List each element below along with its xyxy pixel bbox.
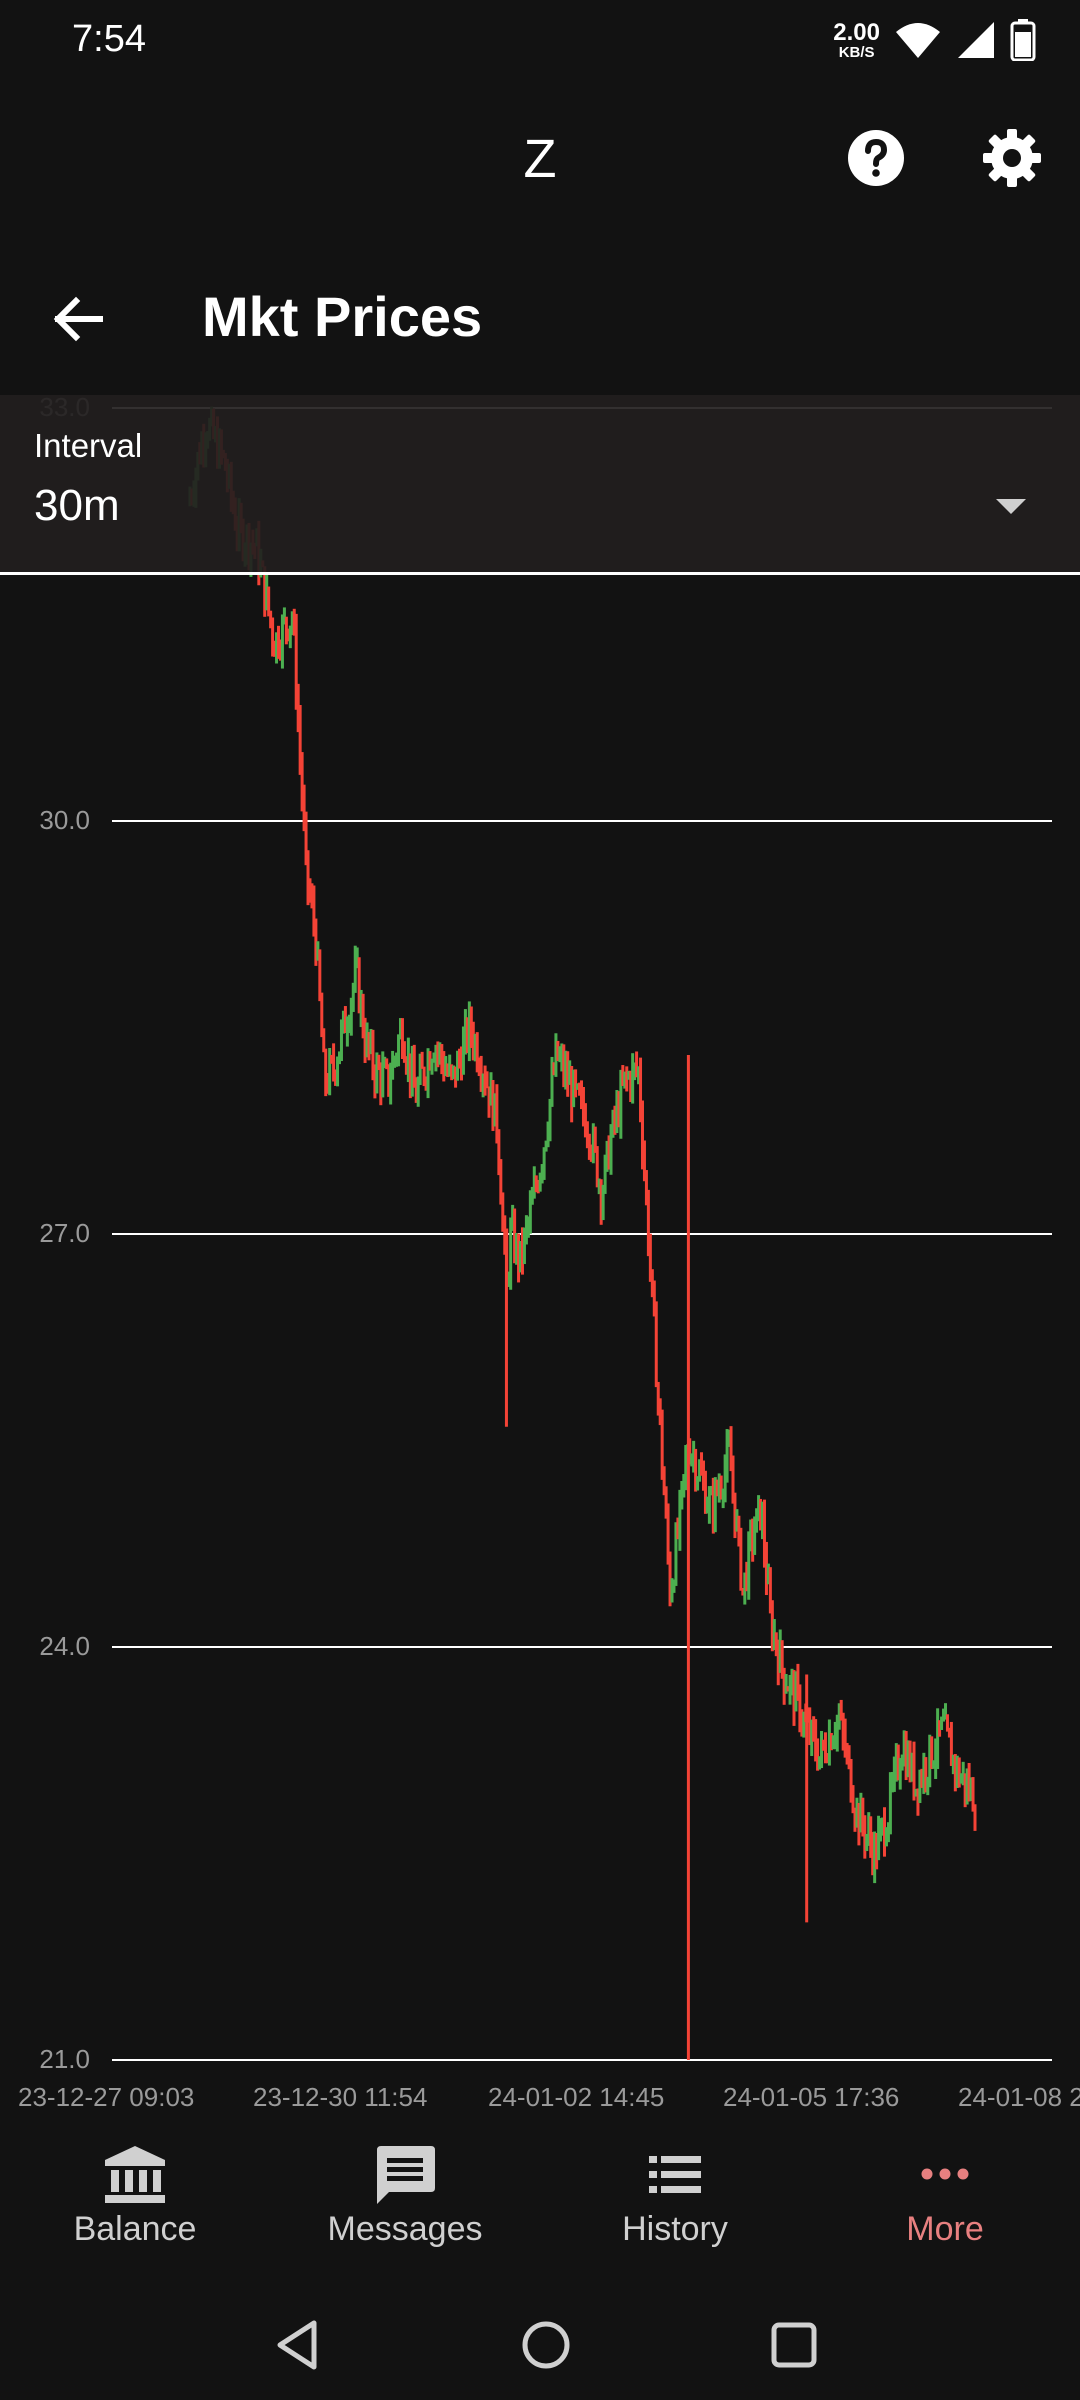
list-icon [649,2156,701,2193]
arrow-left-icon [53,296,103,342]
signal-icon [958,22,994,58]
interval-value: 30m [34,481,120,530]
nav-label-history: History [622,2210,728,2248]
nav-label-messages: Messages [327,2210,483,2248]
net-speed-unit: KB/S [838,43,875,61]
status-bar: 7:54 2.00 KB/S [0,0,1080,80]
more-icon [921,2168,969,2180]
interval-dropdown[interactable]: Interval 30m [0,395,1080,575]
price-chart[interactable]: 33.030.027.024.021.023-12-27 09:0323-12-… [0,395,1080,2115]
help-icon [848,130,904,186]
system-navigation [0,2290,1080,2400]
status-time: 7:54 [72,18,146,60]
settings-icon [983,129,1041,187]
y-tick-label: 30.0 [39,805,90,835]
nav-item-more[interactable]: More [810,2130,1080,2260]
interval-underline [0,572,1080,575]
nav-item-history[interactable]: History [540,2130,810,2260]
recents-square-icon[interactable] [764,2315,824,2375]
y-tick-label: 27.0 [39,1218,90,1248]
settings-button[interactable] [982,128,1042,188]
bank-icon [105,2146,165,2203]
battery-icon [1010,19,1036,61]
message-icon [377,2146,435,2204]
nav-item-balance[interactable]: Balance [0,2130,270,2260]
nav-label-more: More [906,2210,984,2248]
net-speed-indicator: 2.00 KB/S [833,18,880,61]
app-title: Z [523,129,557,189]
x-tick-label: 24-01-02 14:45 [488,2082,664,2112]
x-tick-label: 24-01-08 2 [958,2082,1080,2112]
y-tick-label: 24.0 [39,1631,90,1661]
home-circle-icon[interactable] [516,2315,576,2375]
bottom-navigation: Balance Messages History More [0,2130,1080,2260]
x-tick-label: 23-12-27 09:03 [18,2082,194,2112]
help-button[interactable] [846,128,906,188]
nav-label-balance: Balance [73,2210,197,2248]
back-button[interactable] [46,287,110,351]
page-title: Mkt Prices [202,285,483,348]
interval-label: Interval [34,427,143,464]
back-triangle-icon[interactable] [270,2315,330,2375]
nav-item-messages[interactable]: Messages [270,2130,540,2260]
wifi-icon [896,23,940,58]
dropdown-arrow-icon [996,499,1026,514]
net-speed-value: 2.00 [833,18,880,46]
x-tick-label: 24-01-05 17:36 [723,2082,899,2112]
x-tick-label: 23-12-30 11:54 [253,2082,427,2112]
y-tick-label: 21.0 [39,2044,90,2074]
status-icons: 2.00 KB/S [833,18,1036,62]
